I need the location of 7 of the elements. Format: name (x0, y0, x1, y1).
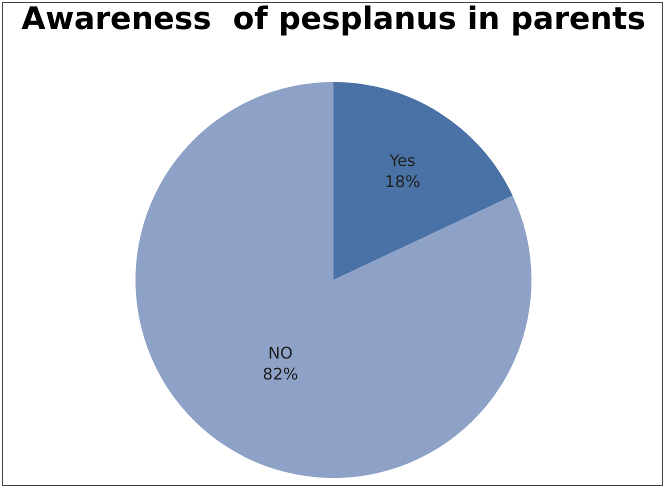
data-label: 18% (384, 172, 420, 192)
data-label: 82% (262, 364, 298, 384)
slice-label: NO (268, 344, 293, 363)
pie-slice (334, 82, 513, 280)
chart-title: Awareness of pesplanus in parents (21, 1, 646, 38)
pie-slice (136, 82, 532, 478)
slice-label: Yes (388, 151, 416, 170)
